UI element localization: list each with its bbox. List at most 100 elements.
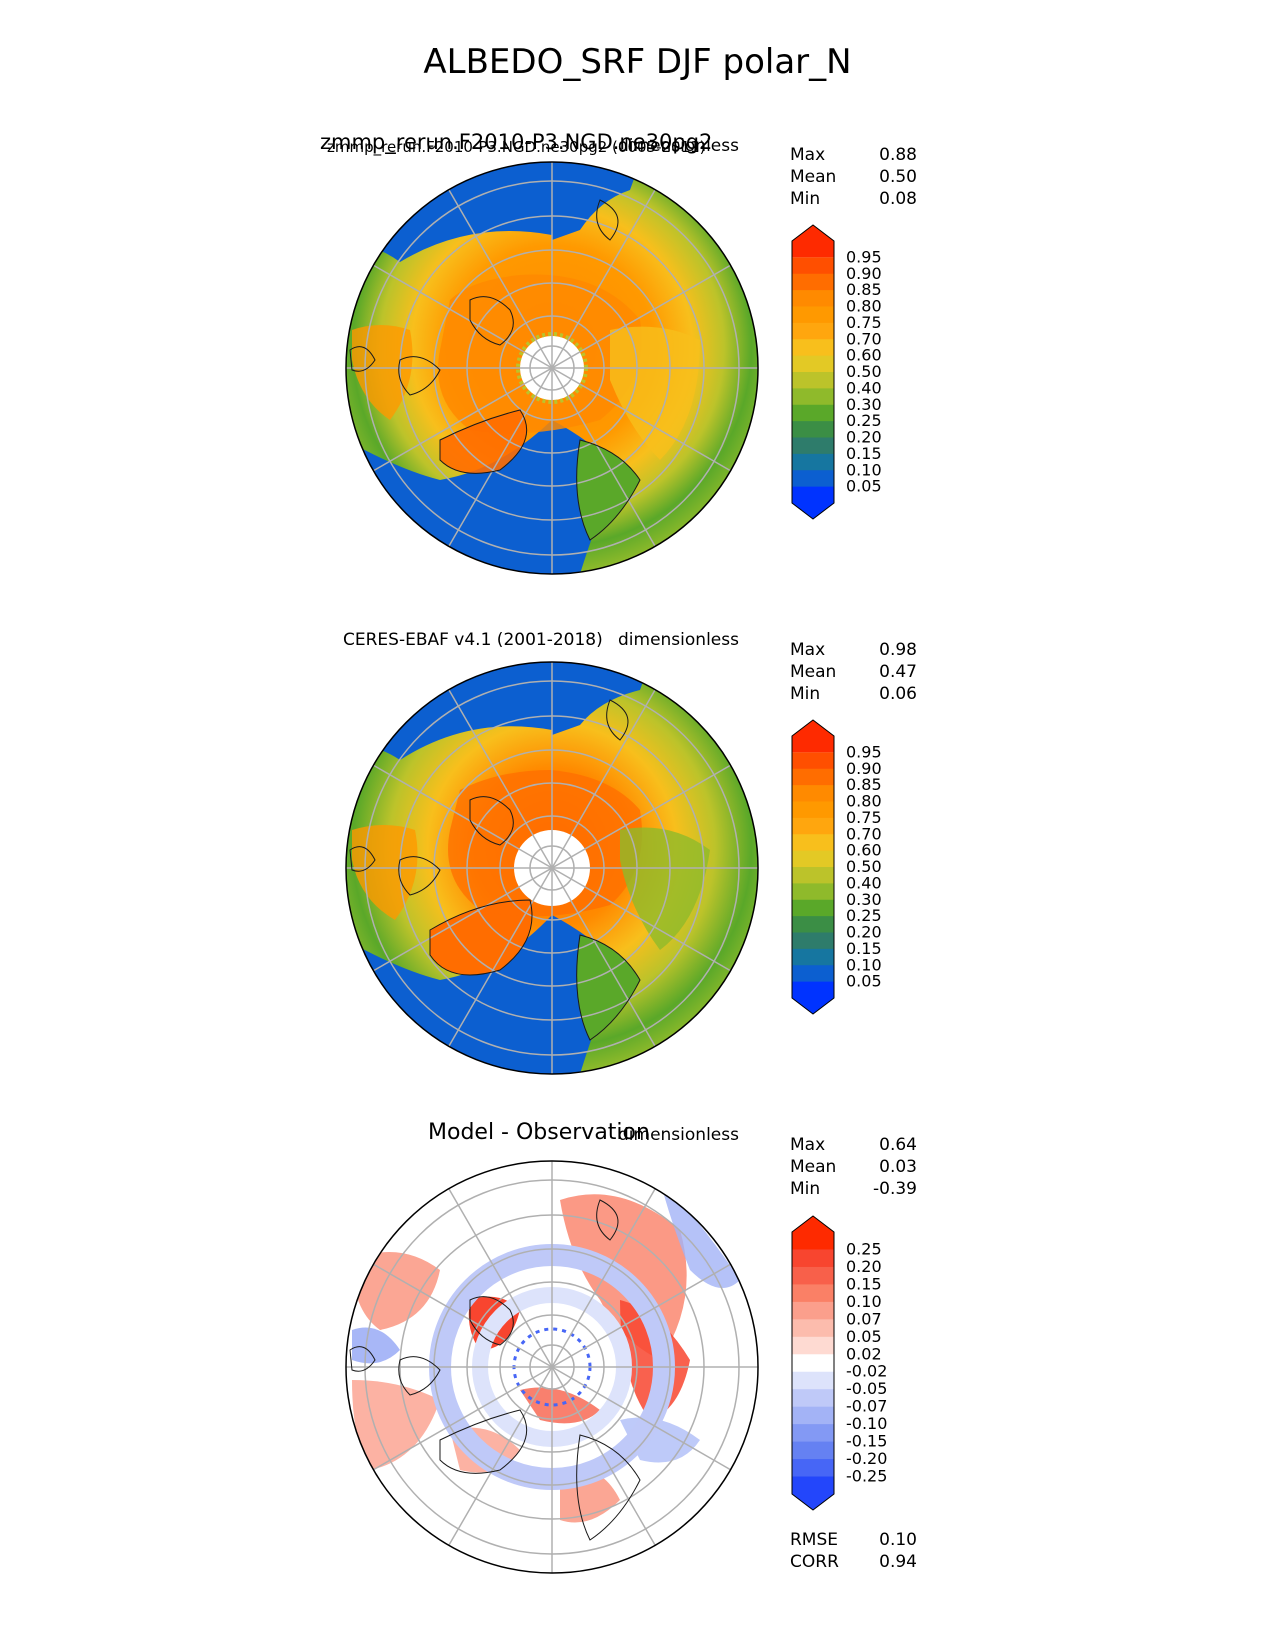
colorbar-tick-label: 0.80 (846, 297, 882, 316)
colorbar-panel-1: 0.950.900.850.800.750.700.600.500.400.30… (791, 224, 882, 520)
stat-max-label: Max (790, 640, 826, 660)
colorbar-swatch (792, 1266, 834, 1285)
colorbar-tick-label: -0.25 (846, 1467, 887, 1486)
colorbar-swatch (792, 437, 834, 455)
panel-2-units: dimensionless (618, 630, 739, 650)
colorbar-swatch (792, 1284, 834, 1303)
stat-min-label: Min (790, 1179, 821, 1199)
colorbar-tick-label: -0.20 (846, 1449, 887, 1468)
colorbar-swatch (792, 322, 834, 340)
panel-2-title: CERES-EBAF v4.1 (2001-2018) (343, 630, 603, 650)
colorbar-panel-2: 0.950.900.850.800.750.700.600.500.400.30… (791, 719, 882, 1015)
colorbar-swatch (792, 1389, 834, 1408)
colorbar-tick-label: 0.70 (846, 329, 882, 348)
colorbar-swatch (792, 1476, 834, 1510)
colorbar-swatch (792, 306, 834, 324)
colorbar-swatch (792, 834, 834, 852)
colorbar-tick-label: 0.07 (846, 1309, 882, 1328)
colorbar-swatch (792, 470, 834, 488)
panel-1-subtitle: zmmp_rerun.F2010-P3.NGD.ne30pg2 (0005-20… (327, 138, 706, 156)
colorbar-swatch (792, 1216, 834, 1250)
colorbar-swatch (792, 404, 834, 422)
colorbar-swatch (792, 1301, 834, 1320)
colorbar-swatch (792, 1441, 834, 1460)
stat-rmse-label: RMSE (790, 1530, 839, 1550)
colorbar-swatch (792, 273, 834, 291)
stat-mean-value: 0.47 (879, 662, 917, 682)
colorbar-tick-label: 0.90 (846, 759, 882, 778)
colorbar-tick-label: 0.85 (846, 280, 882, 299)
colorbar-tick-label: 0.02 (846, 1344, 882, 1363)
stat-mean-label: Mean (790, 167, 837, 187)
colorbar-tick-label: 0.60 (846, 841, 882, 860)
colorbar-tick-label: 0.50 (846, 362, 882, 381)
colorbar-tick-label: 0.20 (846, 428, 882, 447)
map-panel-2 (345, 661, 759, 1075)
colorbar-tick-label: 0.30 (846, 395, 882, 414)
colorbar-tick-label: 0.75 (846, 808, 882, 827)
colorbar-swatch (792, 1406, 834, 1425)
colorbar-tick-label: 0.20 (846, 923, 882, 942)
colorbar-tick-label: 0.40 (846, 873, 882, 892)
colorbar-tick-label: -0.02 (846, 1362, 887, 1381)
colorbar-swatch (792, 899, 834, 917)
stat-rmse-value: 0.10 (879, 1530, 917, 1550)
colorbar-swatch (792, 932, 834, 950)
colorbar-swatch (792, 1319, 834, 1338)
colorbar-swatch (792, 290, 834, 307)
colorbar-tick-label: 0.75 (846, 313, 882, 332)
stat-corr-value: 0.94 (879, 1552, 917, 1572)
colorbar-swatch (792, 453, 834, 471)
colorbar-swatch (792, 916, 834, 933)
colorbar-swatch (792, 785, 834, 802)
colorbar-tick-label: -0.07 (846, 1397, 887, 1416)
colorbar-swatch (792, 768, 834, 786)
colorbar-swatch (792, 1424, 834, 1443)
stat-min-label: Min (790, 684, 821, 704)
colorbar-tick-label: 0.90 (846, 264, 882, 283)
colorbar-outline (791, 719, 835, 1015)
figure-title: ALBEDO_SRF DJF polar_N (423, 42, 852, 82)
colorbar-tick-label: 0.05 (846, 477, 882, 496)
panel-3-title: Model - Observation (428, 1120, 650, 1145)
colorbar-tick-label: 0.25 (846, 906, 882, 925)
stat-min-value: 0.08 (879, 189, 917, 209)
colorbar-tick-label: 0.80 (846, 792, 882, 811)
colorbar-tick-label: -0.05 (846, 1379, 887, 1398)
colorbar-tick-label: 0.05 (846, 1327, 882, 1346)
colorbar-swatch (792, 965, 834, 983)
colorbar-panel-3: 0.250.200.150.100.070.050.02-0.02-0.05-0… (791, 1215, 887, 1511)
stat-min-value: -0.39 (873, 1179, 917, 1199)
map-panel-3 (345, 1160, 759, 1574)
colorbar-tick-label: 0.05 (846, 972, 882, 991)
colorbar-swatch (792, 1371, 834, 1390)
stat-mean-label: Mean (790, 1157, 837, 1177)
stat-mean-label: Mean (790, 662, 837, 682)
colorbar-swatch (792, 850, 834, 868)
colorbar-swatch (792, 1336, 834, 1355)
colorbar-tick-label: -0.15 (846, 1432, 887, 1451)
colorbar-swatch (792, 225, 834, 258)
panel-1-title: zmmp_rerun.F2010-P3.NGD.ne30pg2 (320, 130, 713, 154)
colorbar-swatch (792, 1249, 834, 1268)
stat-max-value: 0.64 (879, 1135, 917, 1155)
stat-max-label: Max (790, 1135, 826, 1155)
colorbar-swatch (792, 372, 834, 389)
colorbar-tick-label: 0.25 (846, 1239, 882, 1258)
colorbar-tick-label: 0.70 (846, 824, 882, 843)
colorbar-tick-label: 0.30 (846, 890, 882, 909)
colorbar-tick-label: 0.15 (846, 939, 882, 958)
colorbar-tick-label: 0.10 (846, 1292, 882, 1311)
map-panel-1 (345, 161, 759, 575)
colorbar-tick-label: 0.95 (846, 247, 882, 266)
stat-max-label: Max (790, 145, 826, 165)
colorbar-swatch (792, 752, 834, 770)
colorbar-swatch (792, 339, 834, 357)
colorbar-tick-label: 0.15 (846, 444, 882, 463)
colorbar-outline (791, 224, 835, 520)
colorbar-tick-label: -0.10 (846, 1414, 887, 1433)
colorbar-outline (791, 1215, 835, 1511)
colorbar-swatch (792, 1354, 834, 1373)
colorbar-tick-label: 0.25 (846, 411, 882, 430)
